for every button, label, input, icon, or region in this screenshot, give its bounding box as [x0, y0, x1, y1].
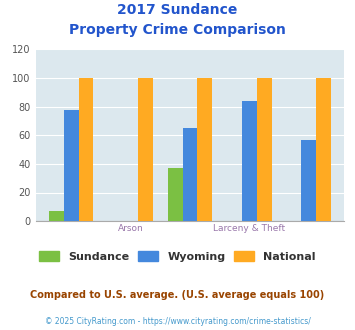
Bar	[316, 78, 331, 221]
Bar	[242, 101, 257, 221]
Bar	[49, 211, 64, 221]
Bar	[138, 78, 153, 221]
Bar	[78, 78, 93, 221]
Text: Property Crime Comparison: Property Crime Comparison	[69, 23, 286, 37]
Bar	[301, 140, 316, 221]
Bar	[182, 128, 197, 221]
Bar	[257, 78, 272, 221]
Text: Compared to U.S. average. (U.S. average equals 100): Compared to U.S. average. (U.S. average …	[31, 290, 324, 300]
Bar	[197, 78, 212, 221]
Text: 2017 Sundance: 2017 Sundance	[117, 3, 238, 17]
Bar	[64, 110, 78, 221]
Legend: Sundance, Wyoming, National: Sundance, Wyoming, National	[35, 247, 320, 267]
Text: © 2025 CityRating.com - https://www.cityrating.com/crime-statistics/: © 2025 CityRating.com - https://www.city…	[45, 317, 310, 326]
Bar	[168, 168, 182, 221]
